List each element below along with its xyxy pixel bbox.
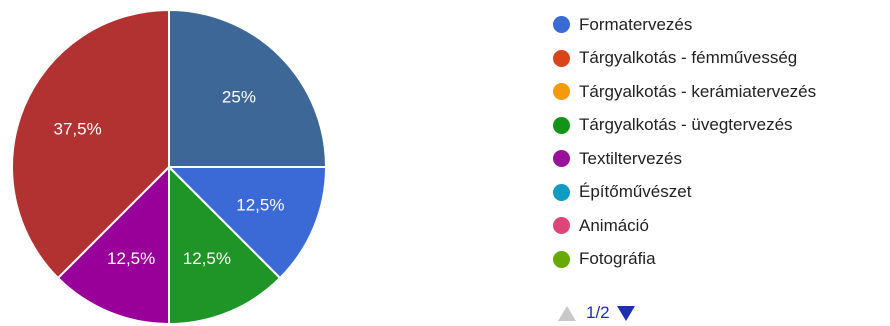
legend-label: Tárgyalkotás - üvegtervezés: [579, 115, 793, 135]
pie-chart-svg: 25% 12,5% 12,5% 12,5% 37,5%: [11, 8, 328, 326]
legend-swatch-icon: [553, 83, 570, 101]
legend-item[interactable]: Animáció: [553, 209, 816, 243]
legend-label: Formatervezés: [579, 14, 693, 34]
pie-slice-3[interactable]: [168, 164, 282, 326]
legend-item[interactable]: Fotográfia: [553, 243, 816, 277]
legend-item[interactable]: Textiltervezés: [553, 142, 816, 176]
legend-swatch-icon: [553, 250, 570, 268]
pie-slice-label-5: 37,5%: [54, 120, 102, 139]
legend-swatch-icon: [553, 116, 570, 134]
pie-slice-label-2: 12,5%: [236, 195, 284, 214]
legend-item[interactable]: Formatervezés: [553, 8, 816, 42]
legend-label: Animáció: [579, 215, 649, 235]
legend-label: Építőművészet: [579, 182, 692, 202]
legend-label: Tárgyalkotás - fémművesség: [579, 48, 798, 68]
pager-page-indicator: 1/2: [586, 303, 610, 322]
legend-item[interactable]: Tárgyalkotás - fémművesség: [553, 42, 816, 76]
triangle-up-icon[interactable]: [558, 305, 576, 321]
legend-pager: 1/2: [558, 302, 635, 324]
chart-legend: Formatervezés Tárgyalkotás - fémművesség T…: [553, 8, 816, 276]
pie-slice-label-1: 25%: [222, 88, 256, 107]
pie-slice-1[interactable]: [168, 8, 328, 168]
pie-slice-2[interactable]: [166, 166, 328, 280]
legend-swatch-icon: [553, 217, 570, 235]
triangle-down-icon[interactable]: [616, 305, 635, 321]
pie-slice-label-3: 12,5%: [183, 249, 231, 268]
pie-slice-5[interactable]: [11, 8, 170, 280]
pie-slice-4[interactable]: [56, 164, 170, 326]
pie-slice-label-4: 12,5%: [107, 249, 155, 268]
legend-swatch-icon: [553, 183, 570, 201]
legend-item[interactable]: Tárgyalkotás - üvegtervezés: [553, 109, 816, 143]
legend-item[interactable]: Tárgyalkotás - kerámiatervezés: [553, 75, 816, 109]
legend-swatch-icon: [553, 16, 570, 34]
legend-label: Fotográfia: [579, 249, 656, 269]
legend-swatch-icon: [553, 150, 570, 168]
legend-label: Textiltervezés: [579, 148, 682, 168]
legend-swatch-icon: [553, 49, 570, 67]
legend-item[interactable]: Építőművészet: [553, 176, 816, 210]
legend-label: Tárgyalkotás - kerámiatervezés: [579, 81, 817, 101]
